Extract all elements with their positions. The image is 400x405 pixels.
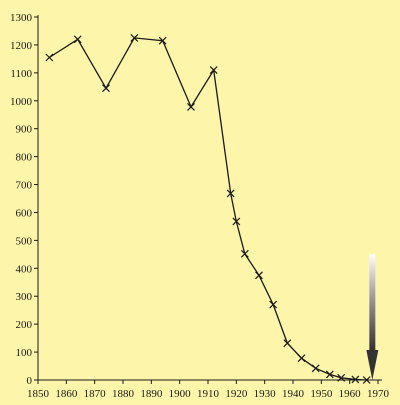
marker-stroke [187, 102, 195, 111]
x-tick-label: 1970 [367, 388, 390, 400]
x-tick-label: 1960 [339, 388, 362, 400]
y-tick-label: 200 [16, 319, 33, 331]
marker-stroke [102, 84, 110, 93]
y-tick-label: 100 [16, 347, 33, 359]
data-point-marker [255, 271, 263, 280]
marker-stroke [45, 53, 54, 62]
data-point-marker [351, 375, 360, 384]
marker-stroke [130, 34, 139, 42]
data-point-marker [362, 376, 371, 384]
x-tick-label: 1900 [169, 388, 192, 400]
data-point-marker [45, 53, 54, 62]
marker-stroke [269, 300, 278, 309]
y-tick-label: 0 [27, 375, 33, 387]
y-tick-label: 300 [16, 291, 33, 303]
x-tick-label: 1940 [282, 388, 305, 400]
x-tick-label: 1950 [310, 388, 333, 400]
data-point-marker [102, 84, 110, 93]
marker-stroke [226, 189, 235, 198]
marker-stroke [297, 354, 306, 363]
y-tick-label: 1200 [10, 40, 33, 52]
marker-stroke [337, 373, 346, 382]
marker-stroke [325, 370, 334, 379]
x-tick-label: 1890 [140, 388, 163, 400]
y-tick-label: 400 [16, 263, 33, 275]
y-tick-label: 1300 [10, 12, 33, 24]
y-tick-label: 1100 [10, 68, 32, 80]
y-tick-label: 900 [16, 124, 33, 136]
data-point-marker [209, 66, 218, 74]
data-point-marker [325, 370, 334, 379]
data-point-marker [226, 189, 235, 198]
data-point-marker [158, 36, 167, 45]
marker-stroke [73, 35, 82, 44]
series-layer [48, 37, 367, 381]
y-tick-label: 500 [16, 235, 33, 247]
marker-stroke [158, 36, 167, 45]
data-point-marker [269, 300, 278, 309]
marker-stroke [311, 364, 320, 373]
y-tick-label: 700 [16, 180, 33, 192]
marker-stroke [255, 271, 263, 280]
marker-stroke [283, 339, 292, 348]
marker-stroke [232, 217, 241, 226]
data-point-marker [311, 364, 320, 373]
x-tick-label: 1850 [27, 388, 50, 400]
x-tick-label: 1880 [112, 388, 135, 400]
x-tick-label: 1910 [197, 388, 220, 400]
axes [37, 15, 382, 381]
x-axis-ticks: 1850 1860 1870 1880 1890 1900 1910 1920 1930 1940… [27, 380, 390, 400]
data-point-marker [73, 35, 82, 44]
data-point-marker [240, 249, 249, 258]
y-tick-label: 600 [16, 207, 33, 219]
y-axis-ticks: 0 100 200 300 400 500 600 700 800 900 1000 1100 1200… [10, 12, 38, 387]
annotation-layer [366, 254, 379, 380]
data-point-marker [130, 34, 139, 42]
marker-stroke [351, 375, 360, 384]
marker-stroke [240, 249, 249, 258]
data-point-marker [337, 373, 346, 382]
arrow-shaft [369, 254, 376, 350]
y-tick-label: 800 [16, 152, 33, 164]
series-line [48, 37, 367, 381]
markers-layer [45, 34, 371, 384]
x-tick-label: 1870 [84, 388, 107, 400]
y-tick-label: 1000 [10, 96, 33, 108]
marker-stroke [209, 66, 218, 74]
marker-stroke [362, 376, 371, 384]
x-tick-label: 1920 [225, 388, 248, 400]
x-tick-label: 1930 [254, 388, 277, 400]
data-point-marker [187, 102, 195, 111]
data-point-marker [232, 217, 241, 226]
data-point-marker [297, 354, 306, 363]
down-arrow-icon [366, 254, 379, 380]
data-point-marker [283, 339, 292, 348]
x-tick-label: 1860 [55, 388, 78, 400]
arrow-head [366, 350, 379, 380]
